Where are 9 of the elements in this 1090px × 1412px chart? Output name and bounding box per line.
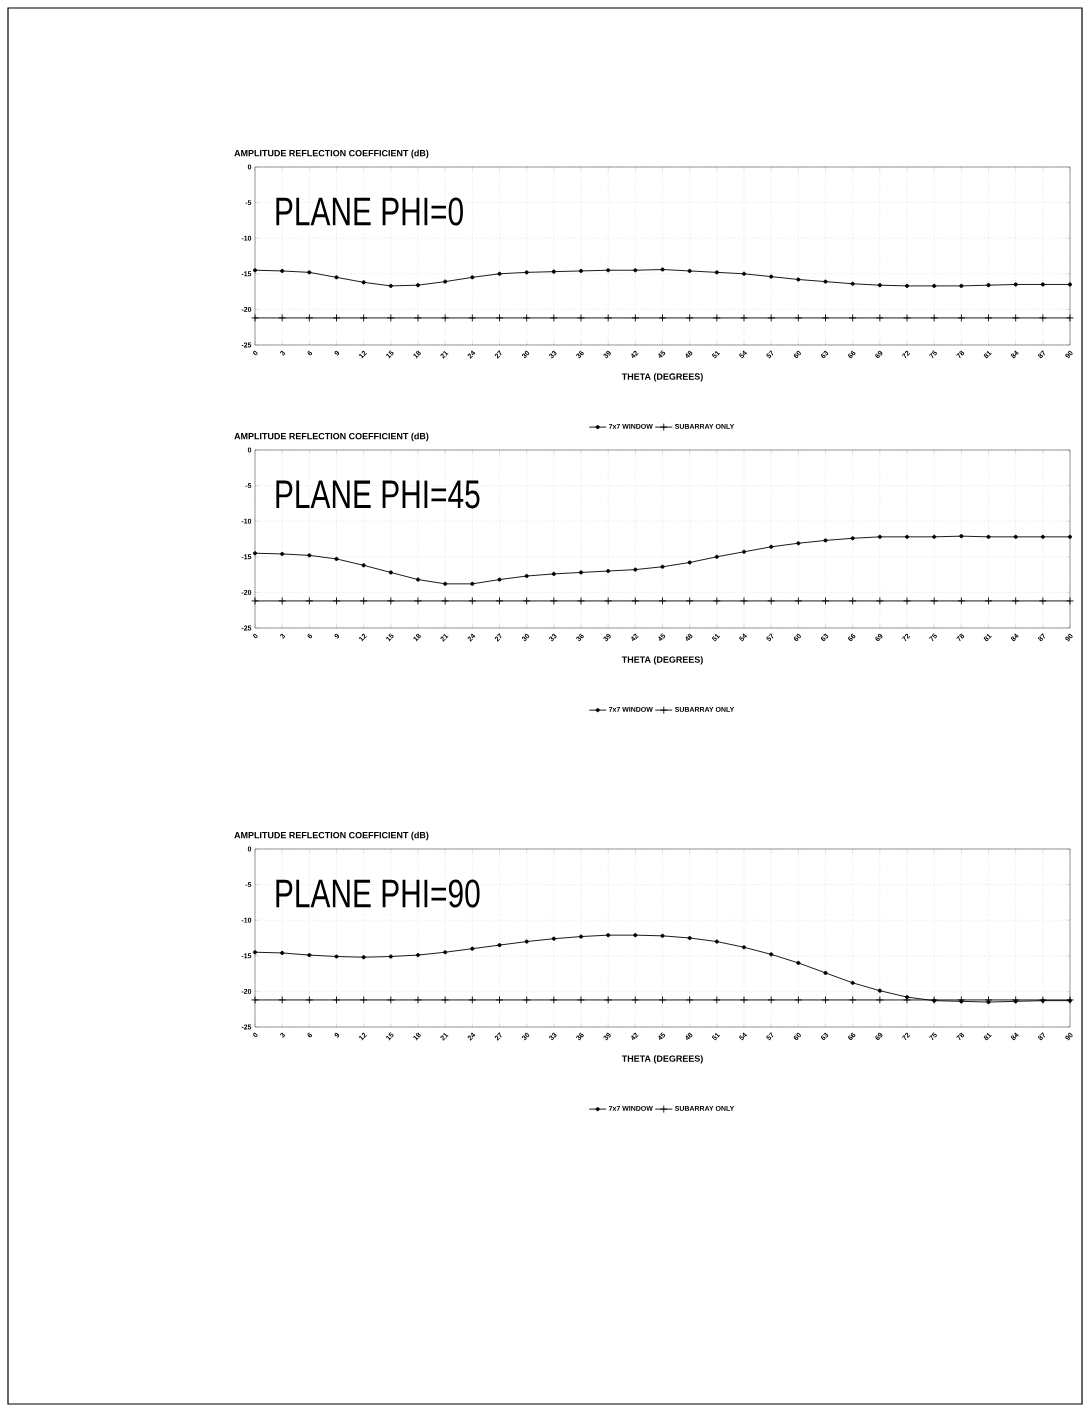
annotation: PLANE PHI=45: [276, 480, 480, 509]
y-axis-title: AMPLITUDE REFLECTION COEFFICIENT (dB): [234, 432, 429, 442]
annotation: PLANE PHI=0: [276, 197, 463, 226]
y-axis-title: AMPLITUDE REFLECTION COEFFICIENT (dB): [234, 149, 429, 159]
x-axis-title: THETA (DEGREES): [621, 1055, 703, 1064]
annotation: PLANE PHI=90: [276, 879, 480, 908]
y-axis-title: AMPLITUDE REFLECTION COEFFICIENT (dB): [234, 831, 429, 841]
x-axis-title: THETA (DEGREES): [621, 373, 703, 382]
x-axis-title: THETA (DEGREES): [621, 656, 703, 665]
